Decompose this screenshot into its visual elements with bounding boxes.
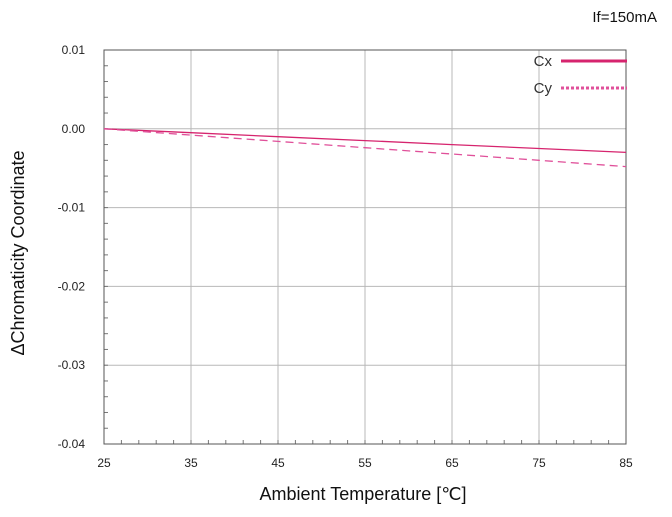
- x-tick-label: 45: [271, 456, 285, 470]
- x-tick-labels: 25 35 45 55 65 75 85: [97, 456, 633, 470]
- series-line-cy: [103, 128, 627, 168]
- x-tick-label: 55: [358, 456, 372, 470]
- legend-label-cx: Cx: [534, 53, 553, 70]
- y-tick-label: 0.00: [62, 122, 86, 136]
- x-tick-label: 65: [445, 456, 459, 470]
- legend: Cx Cy: [534, 53, 627, 97]
- x-tick-label: 25: [97, 456, 111, 470]
- y-tick-label: 0.01: [62, 43, 86, 57]
- plot-frame: [103, 49, 627, 445]
- x-tick-label: 35: [184, 456, 198, 470]
- y-axis-title: ΔChromaticity Coordinate: [8, 150, 28, 355]
- series-line-cx: [103, 128, 627, 154]
- legend-label-cy: Cy: [534, 80, 553, 97]
- x-tick-label: 75: [532, 456, 546, 470]
- y-tick-labels: 0.01 0.00 -0.01 -0.02 -0.03 -0.04: [58, 43, 86, 451]
- x-axis-title: Ambient Temperature [℃]: [260, 484, 467, 504]
- condition-label: If=150mA: [592, 9, 657, 26]
- grid: [103, 49, 627, 445]
- y-tick-label: -0.03: [58, 358, 86, 372]
- series-layer: [103, 128, 627, 168]
- x-tick-label: 85: [619, 456, 633, 470]
- y-tick-label: -0.04: [58, 437, 86, 451]
- y-tick-label: -0.02: [58, 279, 86, 293]
- y-tick-label: -0.01: [58, 201, 86, 215]
